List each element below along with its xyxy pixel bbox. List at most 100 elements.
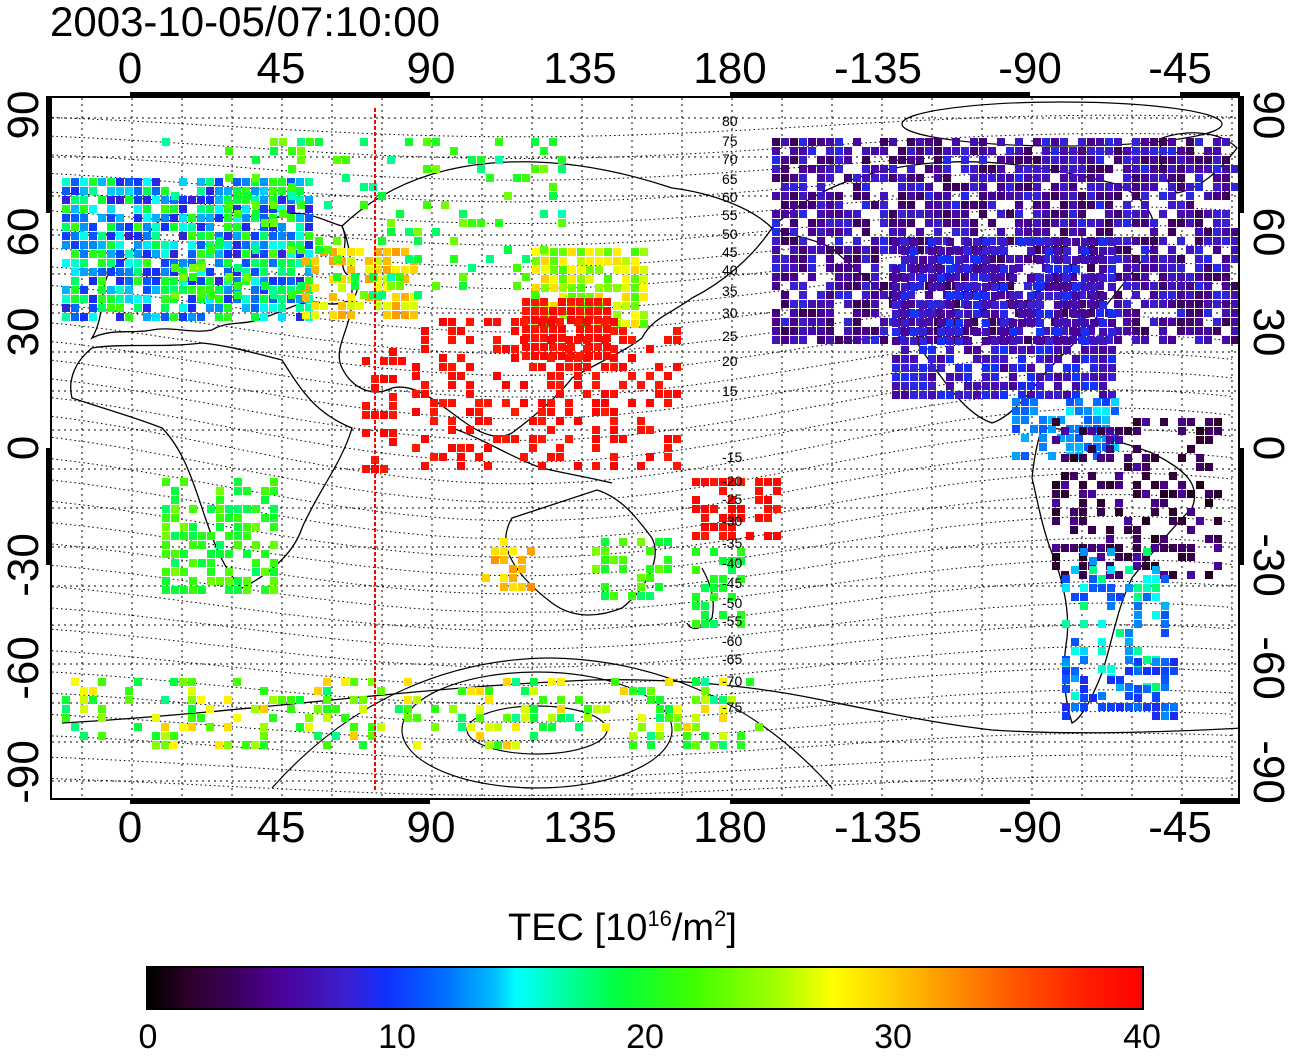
tec-pixel xyxy=(1178,481,1186,489)
tec-pixel xyxy=(982,265,990,273)
tec-pixel xyxy=(1159,282,1167,290)
tec-pixel xyxy=(1054,265,1062,273)
tec-pixel xyxy=(988,255,996,263)
tec-pixel xyxy=(1132,327,1140,335)
top-lon-tick-135: 135 xyxy=(543,44,617,93)
tec-pixel xyxy=(901,328,909,336)
contour-label: -55 xyxy=(722,613,742,629)
tec-pixel xyxy=(278,313,286,321)
tec-pixel xyxy=(901,319,909,327)
tec-pixel xyxy=(1006,174,1014,182)
tec-pixel xyxy=(338,311,346,319)
tec-pixel xyxy=(529,435,537,443)
tec-pixel xyxy=(1195,273,1203,281)
tec-pixel xyxy=(225,147,233,155)
tec-pixel xyxy=(197,223,205,231)
tec-pixel xyxy=(1071,593,1079,601)
tec-pixel xyxy=(1108,238,1116,246)
tec-pixel xyxy=(71,232,79,240)
tec-pixel xyxy=(982,274,990,282)
tec-pixel xyxy=(329,293,337,301)
tec-pixel xyxy=(1124,427,1132,435)
tec-pixel xyxy=(1114,246,1122,254)
tec-pixel xyxy=(252,559,260,567)
tec-pixel xyxy=(1062,584,1070,592)
tec-pixel xyxy=(71,241,79,249)
tec-pixel xyxy=(242,178,250,186)
tec-pixel xyxy=(1033,183,1041,191)
tec-pixel xyxy=(1042,219,1050,227)
tec-pixel xyxy=(799,300,807,308)
tec-pixel xyxy=(530,705,538,713)
colorbar-title-exponent: 16 xyxy=(647,906,672,931)
tec-pixel xyxy=(1105,165,1113,173)
tec-pixel xyxy=(198,541,206,549)
tec-pixel xyxy=(799,147,807,155)
tec-pixel xyxy=(1177,291,1185,299)
tec-pixel xyxy=(728,696,736,704)
tec-pixel xyxy=(450,237,458,245)
tec-pixel xyxy=(781,318,789,326)
tec-pixel xyxy=(1070,472,1078,480)
tec-pixel xyxy=(1081,319,1089,327)
tec-pixel xyxy=(701,687,709,695)
tec-pixel xyxy=(1177,318,1185,326)
tec-pixel xyxy=(871,147,879,155)
contour-line xyxy=(52,645,1233,687)
tec-pixel xyxy=(125,196,133,204)
tec-pixel xyxy=(62,286,70,294)
tec-pixel xyxy=(937,337,945,345)
tec-pixel xyxy=(586,248,594,256)
tec-pixel xyxy=(1178,544,1186,552)
tec-pixel xyxy=(844,255,852,263)
tec-pixel xyxy=(871,174,879,182)
tec-pixel xyxy=(637,583,645,591)
tec-pixel xyxy=(1152,694,1160,702)
tec-pixel xyxy=(1168,264,1176,272)
tec-pixel xyxy=(1015,138,1023,146)
tec-pixel xyxy=(216,505,224,513)
tec-pixel xyxy=(583,390,591,398)
tec-pixel xyxy=(1132,210,1140,218)
tec-pixel xyxy=(225,532,233,540)
tec-pixel xyxy=(637,538,645,546)
tec-pixel xyxy=(297,282,305,290)
top-lon-tick-90: 90 xyxy=(406,44,456,93)
tec-pixel xyxy=(558,219,566,227)
contour-line xyxy=(52,428,1233,503)
tec-pixel xyxy=(550,284,558,292)
tec-pixel xyxy=(737,514,745,522)
tec-pixel xyxy=(1186,309,1194,317)
tec-pixel xyxy=(1151,454,1159,462)
bottom-lon-tick-m45: -45 xyxy=(1148,803,1212,852)
tec-pixel xyxy=(1079,508,1087,516)
tec-pixel xyxy=(421,336,429,344)
tec-pixel xyxy=(1071,566,1079,574)
tec-pixel xyxy=(1114,327,1122,335)
tec-pixel xyxy=(979,147,987,155)
tec-pixel xyxy=(943,219,951,227)
tec-pixel xyxy=(1084,407,1092,415)
tec-pixel xyxy=(1150,219,1158,227)
tec-pixel xyxy=(991,301,999,309)
tec-pixel xyxy=(116,277,124,285)
tec-pixel xyxy=(162,523,170,531)
tec-pixel xyxy=(602,723,610,731)
tec-pixel xyxy=(1048,452,1056,460)
tec-pixel xyxy=(448,363,456,371)
tec-pixel xyxy=(548,723,556,731)
tec-pixel xyxy=(198,586,206,594)
tec-pixel xyxy=(466,336,474,344)
tec-pixel xyxy=(1125,703,1133,711)
tec-pixel xyxy=(844,246,852,254)
tec-pixel xyxy=(701,732,709,740)
tec-pixel xyxy=(1070,517,1078,525)
tec-pixel xyxy=(1090,319,1098,327)
tec-pixel xyxy=(568,293,576,301)
tec-pixel xyxy=(710,620,718,628)
tec-pixel xyxy=(305,304,313,312)
tec-pixel xyxy=(1078,201,1086,209)
tec-pixel xyxy=(89,687,97,695)
tec-pixel xyxy=(559,275,567,283)
tec-pixel xyxy=(503,714,511,722)
